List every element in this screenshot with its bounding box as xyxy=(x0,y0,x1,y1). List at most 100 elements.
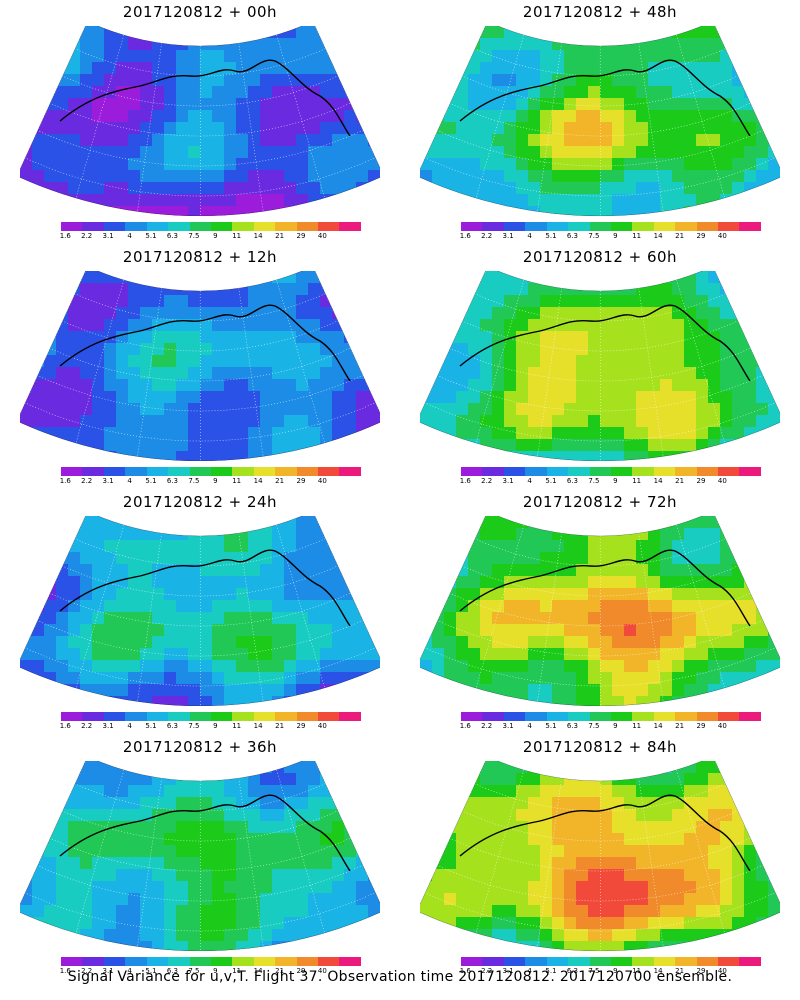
legend-swatch xyxy=(275,222,297,231)
legend-swatch xyxy=(318,467,340,476)
legend-swatch xyxy=(610,222,633,231)
legend-swatch xyxy=(275,467,297,476)
legend-swatch xyxy=(232,712,254,721)
legend-tick-label: 7.5 xyxy=(588,232,600,240)
map-panel: 2017120812 + 00h 1.6 2.2 3.1 4 5.1 6.3 7.5 9 11 14… xyxy=(0,0,400,245)
panel-title: 2017120812 + 48h xyxy=(522,3,678,21)
legend-swatch xyxy=(568,467,590,476)
panel-title: 2017120812 + 84h xyxy=(522,738,678,756)
legend-swatch xyxy=(675,712,697,721)
legend-tick-label: 6.3 xyxy=(166,477,178,485)
legend-tick-label: 6.3 xyxy=(566,967,578,975)
legend-swatch xyxy=(632,467,654,476)
legend-tick-label: 7.5 xyxy=(588,722,600,730)
legend-swatch xyxy=(696,222,719,231)
legend-ticks: 1.6 2.2 3.1 4 5.1 6.3 7.5 9 11 14 21 29 40 xyxy=(460,721,761,731)
legend-swatch xyxy=(461,712,483,721)
map-panel: 2017120812 + 48h 1.6 2.2 3.1 4 5.1 6.3 7.5 9 11 14… xyxy=(400,0,800,245)
legend-swatch xyxy=(275,712,297,721)
legend-tick-label: 40 xyxy=(317,967,327,975)
legend-tick-label: 1.6 xyxy=(59,967,71,975)
legend-ticks: 1.6 2.2 3.1 4 5.1 6.3 7.5 9 11 14 21 29 40 xyxy=(59,476,361,486)
legend-tick-label: 5.1 xyxy=(545,967,557,975)
legend-tick-label: 29 xyxy=(296,232,306,240)
legend-swatch xyxy=(318,712,340,721)
legend-tick-label: 7.5 xyxy=(188,967,200,975)
color-legend: 1.6 2.2 3.1 4 5.1 6.3 7.5 9 11 14 21 29 40 xyxy=(59,957,361,977)
map-outline xyxy=(20,516,380,706)
legend-tick-label: 4 xyxy=(527,477,532,485)
legend-swatch xyxy=(739,957,761,966)
map-outline xyxy=(20,271,380,461)
legend-tick-label: 21 xyxy=(275,967,285,975)
legend-tick-label: 7.5 xyxy=(188,232,200,240)
legend-tick-label: 3.1 xyxy=(502,967,514,975)
color-legend: 1.6 2.2 3.1 4 5.1 6.3 7.5 9 11 14 21 29 40 xyxy=(460,222,761,242)
legend-swatch xyxy=(82,222,104,231)
coastline xyxy=(59,304,351,382)
legend-tick-label: 7.5 xyxy=(188,477,200,485)
legend-swatch xyxy=(253,712,276,721)
legend-tick-label: 4 xyxy=(527,232,532,240)
legend-tick-label: 1.6 xyxy=(59,477,71,485)
legend-swatch xyxy=(525,222,547,231)
legend-tick-label: 11 xyxy=(632,232,642,240)
legend-tick-label: 21 xyxy=(675,232,685,240)
panel-title: 2017120812 + 72h xyxy=(522,493,678,511)
legend-swatch xyxy=(653,957,676,966)
legend-swatch xyxy=(189,222,211,231)
legend-swatch xyxy=(82,467,104,476)
legend-tick-label: 14 xyxy=(253,232,263,240)
legend-tick-label: 11 xyxy=(632,967,642,975)
legend-tick-label: 21 xyxy=(675,722,685,730)
panel-title: 2017120812 + 24h xyxy=(122,493,278,511)
legend-tick-label: 40 xyxy=(317,232,327,240)
legend-swatch xyxy=(568,712,590,721)
color-legend: 1.6 2.2 3.1 4 5.1 6.3 7.5 9 11 14 21 29 40 xyxy=(59,467,361,487)
legend-swatch xyxy=(546,467,569,476)
variance-field xyxy=(420,516,780,706)
legend-tick-label: 21 xyxy=(675,967,685,975)
variance-map xyxy=(20,26,380,216)
legend-swatch xyxy=(675,467,697,476)
variance-field xyxy=(20,761,380,951)
legend-tick-label: 21 xyxy=(275,477,285,485)
legend-tick-label: 5.1 xyxy=(545,722,557,730)
variance-field xyxy=(20,271,380,461)
legend-tick-label: 6.3 xyxy=(166,967,178,975)
legend-swatch xyxy=(189,712,211,721)
legend-swatch xyxy=(675,957,697,966)
map-outline xyxy=(420,26,780,216)
legend-tick-label: 5.1 xyxy=(145,232,157,240)
color-legend: 1.6 2.2 3.1 4 5.1 6.3 7.5 9 11 14 21 29 40 xyxy=(460,957,761,977)
legend-tick-label: 40 xyxy=(717,232,727,240)
legend-swatch xyxy=(61,222,83,231)
coastline xyxy=(459,59,751,137)
map-panel: 2017120812 + 60h 1.6 2.2 3.1 4 5.1 6.3 7.5 9 11 14… xyxy=(400,245,800,490)
legend-swatch xyxy=(503,222,526,231)
map-outline xyxy=(420,516,780,706)
legend-swatch xyxy=(125,712,147,721)
legend-tick-label: 1.6 xyxy=(459,477,471,485)
map-outline xyxy=(20,761,380,951)
legend-tick-label: 4 xyxy=(527,722,532,730)
legend-tick-label: 40 xyxy=(317,477,327,485)
legend-tick-label: 9 xyxy=(213,722,218,730)
legend-swatch xyxy=(525,712,547,721)
variance-map xyxy=(420,26,780,216)
legend-swatch xyxy=(718,957,740,966)
legend-swatch xyxy=(739,467,761,476)
legend-tick-label: 2.2 xyxy=(481,967,493,975)
map-panel: 2017120812 + 84h 1.6 2.2 3.1 4 5.1 6.3 7.5 9 11 14… xyxy=(400,735,800,980)
legend-swatch xyxy=(275,957,297,966)
legend-swatch xyxy=(210,467,233,476)
panel-title: 2017120812 + 60h xyxy=(522,248,678,266)
legend-tick-label: 4 xyxy=(527,967,532,975)
legend-ticks: 1.6 2.2 3.1 4 5.1 6.3 7.5 9 11 14 21 29 40 xyxy=(60,721,361,731)
coastline xyxy=(59,794,351,872)
legend-ticks: 1.6 2.2 3.1 4 5.1 6.3 7.5 9 11 14 21 29 40 xyxy=(460,231,761,241)
panel-title: 2017120812 + 36h xyxy=(122,738,278,756)
legend-ticks: 1.6 2.2 3.1 4 5.1 6.3 7.5 9 11 14 21 29 40 xyxy=(459,476,761,486)
legend-swatch xyxy=(189,957,211,966)
legend-swatch xyxy=(739,222,761,231)
